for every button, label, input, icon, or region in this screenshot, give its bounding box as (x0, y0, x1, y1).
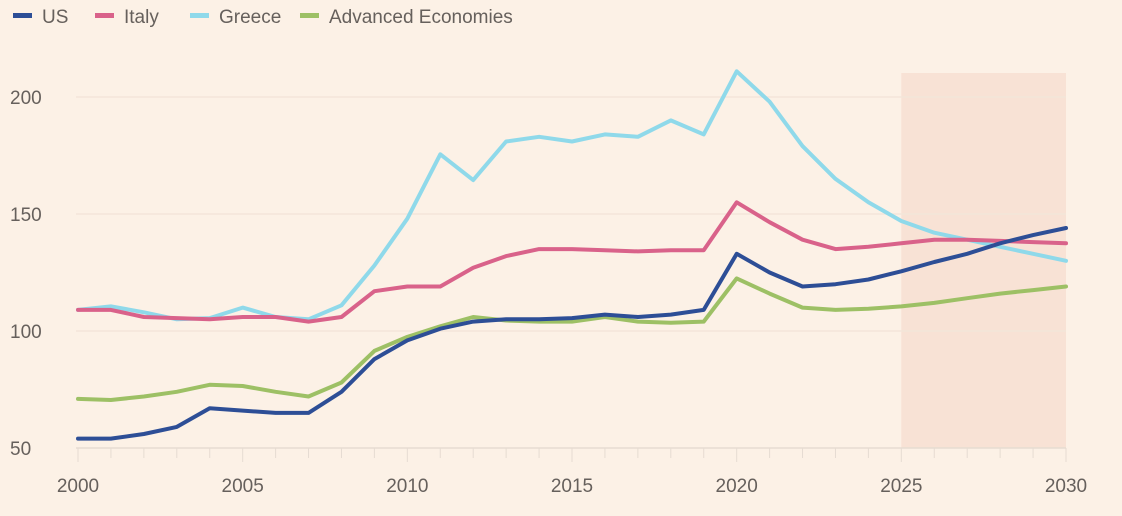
y-tick-label: 50 (10, 439, 31, 460)
x-tick-label: 2000 (57, 476, 99, 497)
y-tick-label: 200 (10, 88, 42, 109)
legend-swatch-italy (95, 13, 114, 18)
y-tick-label: 150 (10, 205, 42, 226)
legend-label-advanced-economies: Advanced Economies (329, 7, 513, 28)
legend-label-italy: Italy (124, 7, 159, 28)
x-tick-label: 2025 (880, 476, 922, 497)
y-tick-label: 100 (10, 322, 42, 343)
series-line-italy (76, 200, 1068, 324)
series-line-us (76, 226, 1068, 441)
legend-swatch-advanced-economies (300, 13, 319, 18)
legend-label-greece: Greece (219, 7, 281, 28)
legend-label-us: US (42, 7, 68, 28)
series-line-greece (76, 69, 1068, 322)
x-tick-label: 2010 (386, 476, 428, 497)
x-tick-label: 2020 (716, 476, 758, 497)
legend-swatch-greece (190, 13, 209, 18)
series-line-advanced-economies (76, 276, 1068, 402)
x-tick-label: 2005 (222, 476, 264, 497)
forecast-shade (901, 73, 1066, 448)
legend: US Italy Greece Advanced Economies (13, 7, 513, 28)
x-tick-label: 2030 (1045, 476, 1087, 497)
x-tick-label: 2015 (551, 476, 593, 497)
legend-swatch-us (13, 13, 32, 18)
